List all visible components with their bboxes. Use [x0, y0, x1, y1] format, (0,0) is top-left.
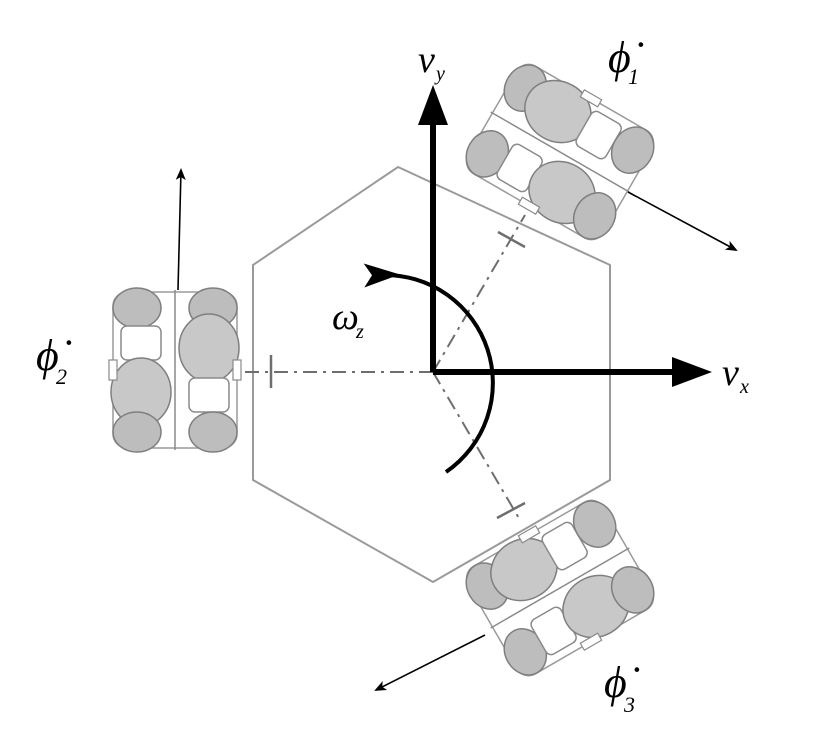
axle-tick-wheel-1 — [497, 230, 526, 249]
omni-wheel-3 — [455, 489, 665, 687]
phi-dot-3-subscript: 3 — [623, 692, 635, 717]
wheel-2-direction-arrow — [175, 168, 186, 291]
vy-subscript: y — [434, 63, 445, 85]
vy-arrowhead — [418, 85, 448, 125]
omni-wheel-2 — [108, 287, 242, 453]
omega-z-arc — [363, 263, 495, 474]
vx-arrowhead — [672, 357, 712, 387]
axle-tick-wheel-3 — [496, 501, 526, 520]
vx-label: v — [722, 352, 739, 394]
vx-subscript: x — [739, 376, 749, 398]
omega-z-label: ω — [332, 296, 359, 338]
wheel-1-direction-arrow — [627, 191, 738, 251]
robot-chassis-hexagon — [252, 165, 611, 584]
omega-z-subscript: z — [355, 321, 364, 343]
axle-line-wheel-3 — [432, 371, 521, 521]
wheel-3-direction-arrow — [374, 634, 486, 691]
vy-label: v — [418, 39, 435, 81]
phi-dot-2-subscript: 2 — [56, 364, 67, 389]
axle-line-wheel-1 — [432, 214, 526, 373]
phi-dot-1-subscript: 1 — [628, 64, 639, 89]
